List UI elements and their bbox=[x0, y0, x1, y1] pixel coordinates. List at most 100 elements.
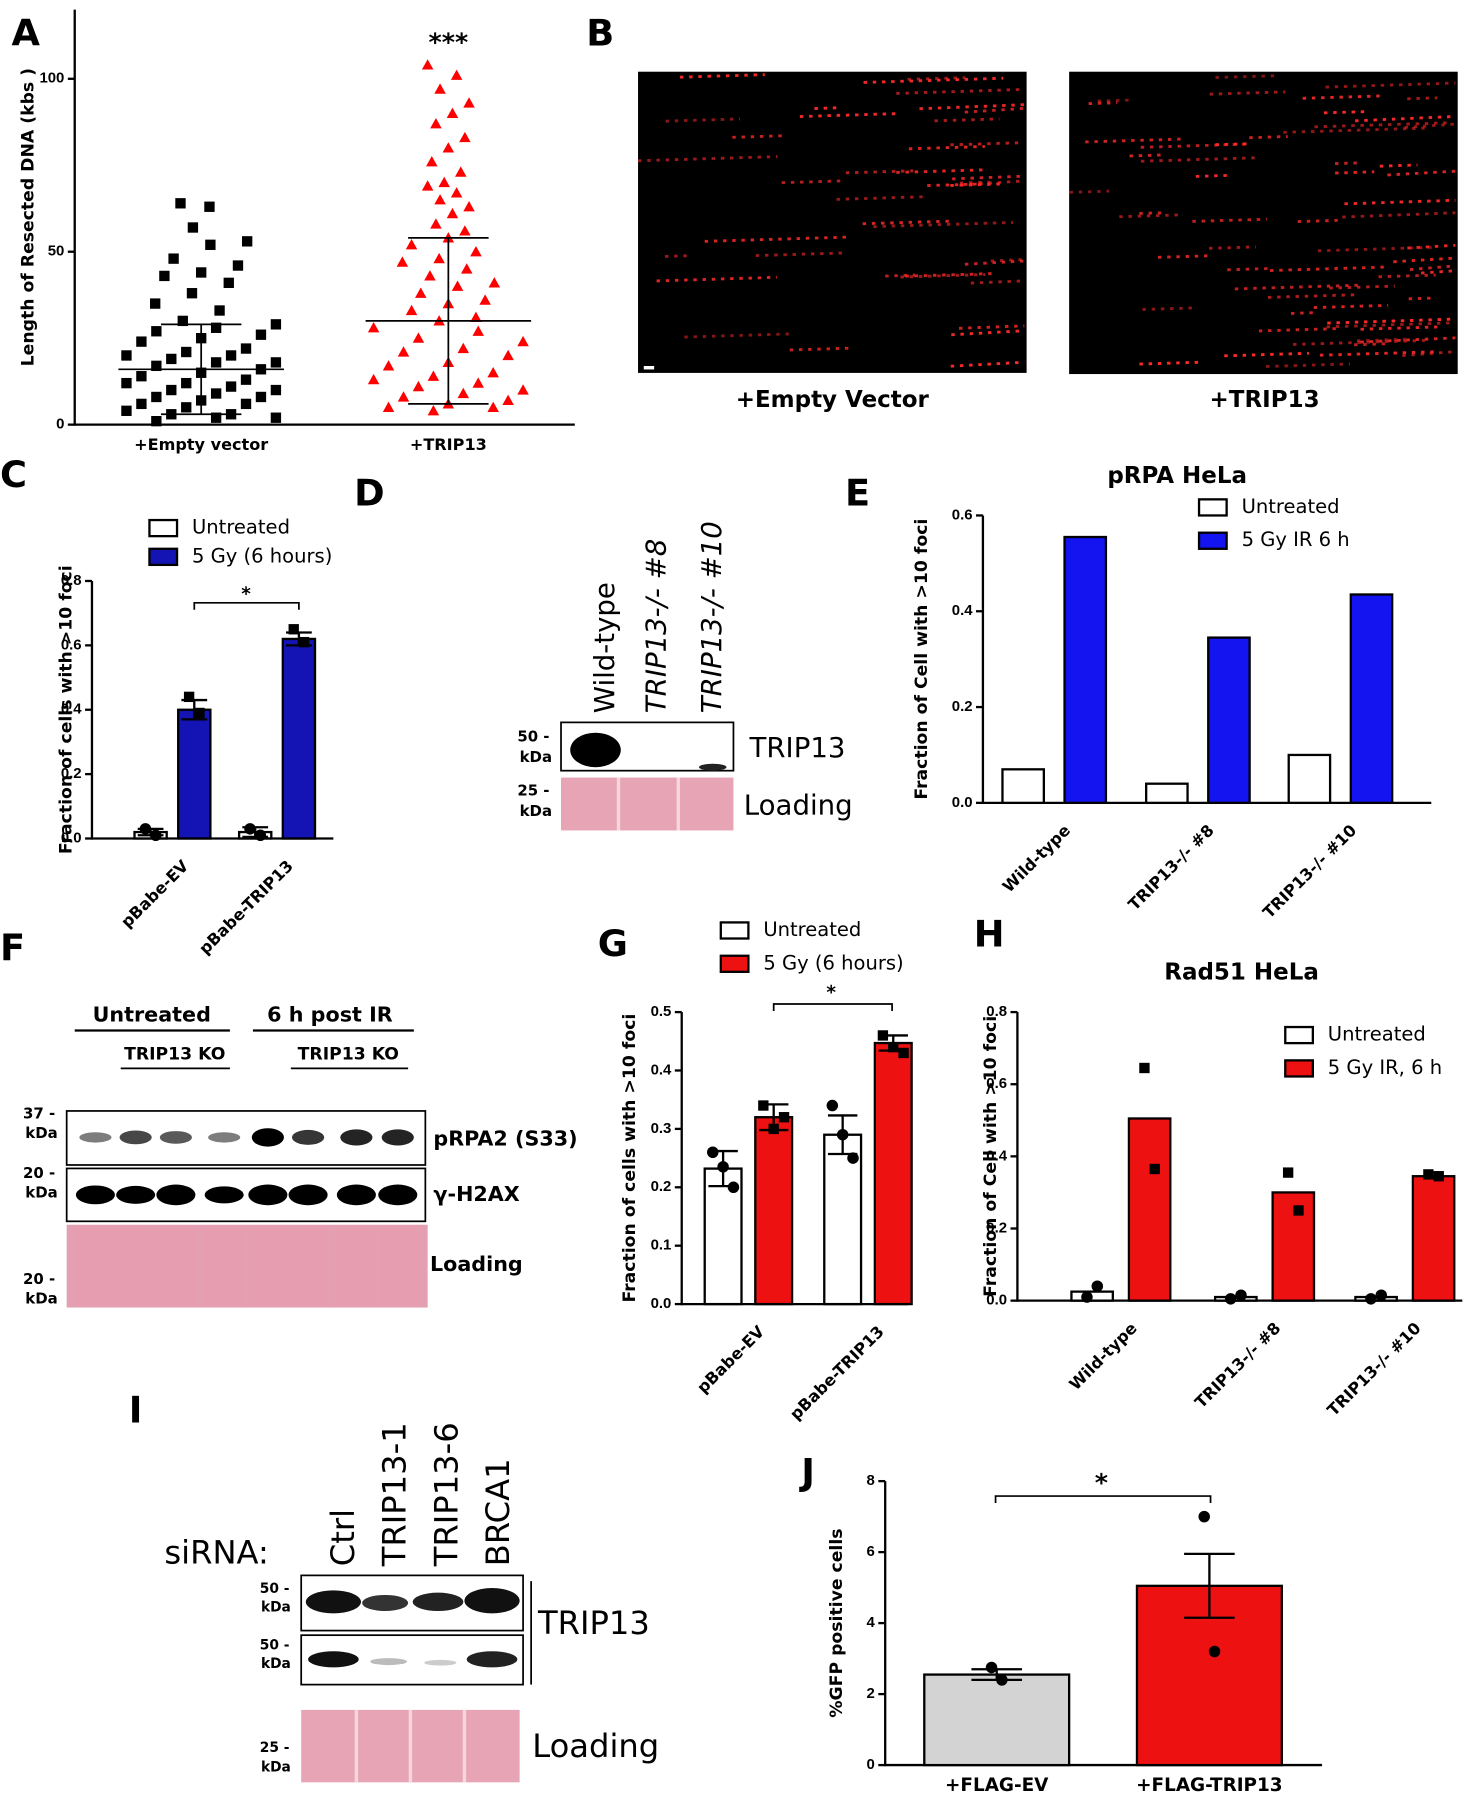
annotation: * bbox=[1095, 1469, 1108, 1498]
panel-label: C bbox=[0, 453, 27, 496]
fiber bbox=[1249, 135, 1288, 140]
y-tick-label: 8 bbox=[867, 1472, 875, 1489]
data-point bbox=[150, 298, 161, 309]
data-point bbox=[1149, 1163, 1160, 1175]
fiber bbox=[1378, 273, 1436, 279]
data-point bbox=[175, 198, 186, 209]
data-point bbox=[434, 83, 446, 94]
y-tick-label: 0.8 bbox=[986, 1003, 1007, 1020]
data-point bbox=[405, 239, 418, 250]
data-point bbox=[270, 319, 282, 330]
y-tick-label: 0.0 bbox=[61, 829, 82, 846]
data-point bbox=[121, 350, 132, 361]
data-point bbox=[472, 325, 484, 336]
fiber bbox=[1302, 94, 1380, 100]
y-tick-label: 0.2 bbox=[986, 1219, 1007, 1236]
fiber bbox=[908, 145, 985, 151]
panel-label: E bbox=[845, 471, 870, 514]
data-point bbox=[463, 201, 475, 212]
fiber bbox=[755, 251, 847, 258]
data-point bbox=[442, 142, 455, 153]
data-point bbox=[225, 381, 237, 392]
fiber-image bbox=[638, 71, 1027, 373]
data-point bbox=[460, 263, 473, 274]
band bbox=[305, 1590, 361, 1614]
marker-unit: kDa bbox=[25, 1184, 57, 1202]
fiber bbox=[781, 179, 841, 185]
band bbox=[424, 1659, 457, 1666]
lane bbox=[204, 1227, 244, 1306]
fiber bbox=[1313, 303, 1389, 309]
legend-swatch bbox=[148, 518, 179, 538]
data-point bbox=[778, 1112, 790, 1123]
lane bbox=[75, 1227, 115, 1306]
fiber bbox=[896, 168, 987, 174]
fiber bbox=[1355, 114, 1456, 123]
prefix-label: siRNA: bbox=[164, 1534, 268, 1572]
row-label: Loading bbox=[430, 1252, 523, 1276]
legend-label: Untreated bbox=[1328, 1023, 1426, 1046]
band bbox=[75, 1185, 115, 1205]
legend-swatch bbox=[148, 547, 179, 567]
data-point bbox=[877, 1030, 889, 1041]
lane bbox=[288, 1227, 328, 1306]
lane-label: Wild-type bbox=[588, 582, 621, 713]
data-point bbox=[487, 401, 499, 412]
legend-label: 5 Gy IR 6 h bbox=[1242, 528, 1350, 551]
legend-label: Untreated bbox=[192, 516, 290, 539]
fiber bbox=[1323, 110, 1367, 115]
data-point bbox=[1282, 1167, 1294, 1178]
fiber bbox=[990, 257, 1025, 263]
data-point bbox=[177, 315, 188, 327]
data-point bbox=[1224, 1293, 1237, 1305]
fiber bbox=[1069, 189, 1110, 194]
legend-label: Untreated bbox=[1242, 495, 1340, 518]
y-tick-label: 0 bbox=[56, 416, 64, 433]
x-tick-label: pBabe-TRIP13 bbox=[786, 1322, 888, 1424]
y-axis-label: %GFP positive cells bbox=[827, 1528, 847, 1717]
data-point bbox=[255, 329, 267, 340]
fiber bbox=[1319, 350, 1437, 357]
loading-stain bbox=[66, 1224, 428, 1308]
row-label: TRIP13 bbox=[537, 1604, 650, 1642]
data-point bbox=[270, 384, 282, 396]
y-tick-label: 0.4 bbox=[61, 701, 82, 718]
band bbox=[698, 763, 727, 771]
y-tick-label: 4 bbox=[867, 1614, 876, 1631]
data-point bbox=[847, 1152, 859, 1164]
data-point bbox=[459, 225, 471, 236]
x-tick-label: TRIP13-/- #10 bbox=[1323, 1319, 1424, 1420]
y-tick-label: 50 bbox=[48, 243, 65, 260]
y-tick-label: 0.5 bbox=[651, 1003, 672, 1020]
y-axis-label: Fraction of cells with >10 foci bbox=[57, 565, 77, 854]
data-point bbox=[181, 346, 192, 358]
loading-stain bbox=[561, 777, 734, 831]
bar bbox=[1145, 782, 1189, 805]
group-label: 6 h post IR bbox=[267, 1003, 393, 1027]
fiber bbox=[656, 275, 777, 283]
blot-i: siRNA: Ctrl TRIP13-1 TRIP13-6 BRCA1 50 -… bbox=[164, 1422, 659, 1783]
fiber bbox=[799, 112, 898, 118]
data-point bbox=[240, 374, 252, 385]
y-tick-label: 0.2 bbox=[61, 765, 82, 782]
data-point bbox=[225, 350, 237, 361]
data-point bbox=[1208, 1645, 1221, 1658]
data-point bbox=[421, 59, 434, 70]
fiber bbox=[1209, 90, 1286, 96]
data-point bbox=[136, 398, 147, 410]
band bbox=[156, 1184, 196, 1206]
legend-swatch bbox=[719, 921, 750, 940]
band bbox=[251, 1128, 284, 1147]
data-point bbox=[996, 1674, 1008, 1686]
row-label: γ-H2AX bbox=[433, 1182, 519, 1206]
marker-unit: kDa bbox=[261, 1759, 291, 1775]
x-tick-label: TRIP13-/- #8 bbox=[1191, 1319, 1284, 1412]
band bbox=[288, 1184, 328, 1206]
lane bbox=[248, 1227, 288, 1306]
data-point bbox=[1139, 1062, 1150, 1074]
annotation: * bbox=[826, 983, 836, 1004]
data-point bbox=[434, 194, 446, 205]
data-point bbox=[186, 288, 198, 299]
lane-label: TRIP13-1 bbox=[376, 1422, 414, 1567]
fiber bbox=[1258, 327, 1338, 333]
